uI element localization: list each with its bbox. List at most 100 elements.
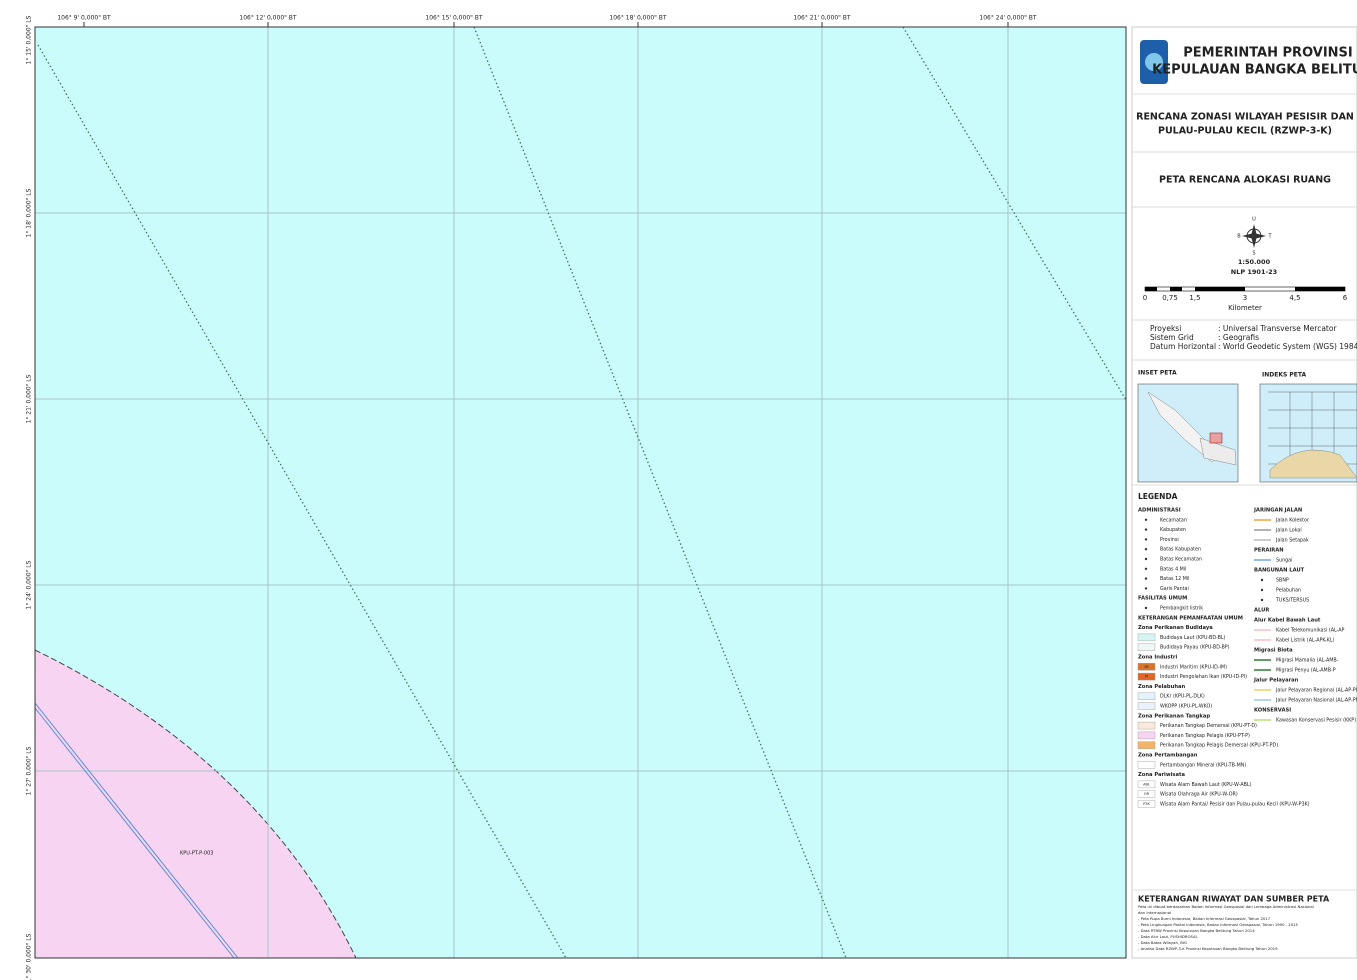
legend-item: Kabel Listrik (AL-APK-KL): [1276, 638, 1335, 644]
legend-group-title: ALUR: [1254, 608, 1269, 614]
legend-group-title: Zona Pelabuhan: [1138, 684, 1186, 690]
legend-item: Perikanan Tangkap Pelagis (KPU-PT-P): [1160, 733, 1250, 739]
legend-item: SBNP: [1276, 578, 1289, 584]
legend-item: Jalur Pelayaran Regional (AL-AP-PR): [1275, 688, 1357, 694]
legend-item: Batas 12 Mil: [1160, 576, 1190, 582]
side-panel: PEMERINTAH PROVINSI KEPULAUAN BANGKA BEL…: [1131, 26, 1357, 959]
legend-group-title: Alur Kabel Bawah Laut: [1254, 618, 1321, 624]
longitude-label: 106° 21' 0,000" BT: [793, 15, 851, 22]
legend-item: Batas 4 Mil: [1160, 566, 1186, 572]
plan-title: RENCANA ZONASI WILAYAH PESISIR DAN: [1136, 112, 1354, 123]
compass: [1242, 224, 1266, 248]
legend-title: LEGENDA: [1138, 492, 1178, 501]
legend-item: Sungai: [1276, 558, 1292, 564]
source-line: - Peta Lingkungan Pantai Indonesia, Bada…: [1138, 922, 1299, 927]
legend-item: Jalan Kolektor: [1275, 518, 1309, 524]
map-title: PETA RENCANA ALOKASI RUANG: [1159, 175, 1331, 186]
legend-group-title: KETERANGAN PEMANFAATAN UMUM: [1138, 615, 1243, 621]
longitude-label: 106° 12' 0,000" BT: [239, 15, 297, 22]
legend-swatch: [1137, 692, 1156, 700]
legend-item: Pelabuhan: [1276, 588, 1301, 594]
legend-item: Perikanan Tangkap Demersal (KPU-PT-D): [1160, 723, 1257, 729]
scale-label: 6: [1343, 294, 1348, 302]
latitude-label: 1° 21' 0,000" LS: [26, 374, 33, 423]
legend-group-title: Zona Perikanan Budidaya: [1138, 625, 1213, 631]
source-line: - Peta Rupa Bumi Indonesia, Badan Inform…: [1138, 916, 1271, 921]
legend-symbol: [1260, 588, 1264, 592]
legend-swatch: [1137, 761, 1156, 769]
compass-label: B: [1237, 234, 1241, 240]
scale-unit: Kilometer: [1228, 304, 1262, 312]
legend-item: DLKr (KPU-PL-DLK): [1160, 694, 1205, 700]
legend-item: Wisata Alam Pantai/ Pesisir dan Pulau-pu…: [1160, 802, 1310, 808]
legend-group-title: BANGUNAN LAUT: [1254, 568, 1305, 574]
legend-swatch: [1137, 663, 1156, 671]
legend-code: P3K: [1143, 802, 1150, 806]
compass-label: U: [1252, 217, 1256, 223]
legend-item: Batas Kabupaten: [1160, 547, 1201, 553]
legend-group-title: Jalur Pelayaran: [1253, 678, 1299, 684]
legend-group-title: Zona Industri: [1138, 655, 1177, 661]
legend-item: Wisata Alam Bawah Laut (KPU-W-ABL): [1160, 782, 1252, 788]
latitude-label: 1° 18' 0,000" LS: [26, 188, 33, 237]
legend-item: WKOPP (KPU-PL-WKO): [1160, 704, 1212, 710]
source-line: Peta ini dibuat berdasarkan Badan Inform…: [1138, 904, 1314, 909]
legend-symbol: [1144, 518, 1148, 521]
longitude-label: 106° 15' 0,000" BT: [425, 15, 483, 22]
boundary-lines: [37, 26, 1127, 959]
legend-item: Kawasan Konservasi Pesisir (KKP): [1276, 718, 1356, 724]
scale-label: 4,5: [1289, 294, 1300, 302]
zone-label: KPU-PT-P-003: [180, 851, 213, 857]
legend-symbol: [1260, 578, 1264, 582]
legend-item: Industri Pengolahan Ikan (KPU-ID-PI): [1160, 674, 1247, 680]
legend-swatch: [1137, 790, 1156, 798]
scale-bar: [1144, 286, 1346, 292]
legend-item: Migrasi Mamalia (AL-AMB-: [1276, 658, 1339, 664]
legend-item: Jalan Setapak: [1275, 538, 1309, 544]
legend-item: Wisata Olahraga Air (KPU-W-OR): [1160, 792, 1238, 798]
legend-group-title: PERAIRAN: [1254, 548, 1284, 554]
legend-swatch: [1137, 633, 1156, 642]
legend-swatch: [1137, 721, 1156, 730]
source-line: - Data Batas Wilayah, BIG: [1138, 940, 1187, 945]
legend-group-title: KONSERVASI: [1254, 708, 1291, 714]
legend-symbol: [1144, 567, 1148, 570]
latitude-label: 1° 30' 0,000" LS: [26, 933, 33, 980]
legend-item: TUKS/TERSUS: [1275, 598, 1309, 604]
source-line: - Analisa Data RZWP-3-K Provinsi Kepulau…: [1138, 946, 1278, 951]
longitude-label: 106° 18' 0,000" BT: [609, 15, 667, 22]
legend-item: Kabel Telekomunikasi (AL-AP: [1276, 628, 1344, 634]
legend-item: Garis Pantai: [1160, 586, 1189, 592]
scale-label: 3: [1243, 294, 1247, 302]
legend-swatch: [1137, 643, 1156, 651]
projection-key: Sistem Grid: [1150, 333, 1194, 342]
scale-label: 0: [1143, 294, 1147, 302]
source-line: - Data RTRW Provinsi Kepulauan Bangka Be…: [1138, 928, 1255, 933]
index-map: [1259, 383, 1357, 483]
sheet-number: NLP 1901-23: [1231, 268, 1277, 276]
latitude-label: 1° 24' 0,000" LS: [26, 560, 33, 609]
legend-symbol: [1144, 528, 1148, 531]
longitude-label: 106° 24' 0,000" BT: [979, 15, 1037, 22]
projection-key: Datum Horizontal: [1150, 342, 1216, 351]
legend-swatch: [1137, 672, 1156, 681]
panel-frame: [1131, 26, 1357, 959]
legend-group-title: ADMINISTRASI: [1138, 508, 1181, 514]
latitude-label: 1° 15' 0,000" LS: [26, 15, 33, 64]
legend-item: Industri Maritim (KPU-ID-IM): [1160, 664, 1227, 670]
legend-symbol: [1144, 577, 1148, 580]
legend-swatch: [1137, 741, 1156, 749]
legend-group-title: Zona Perikanan Tangkap: [1138, 713, 1210, 719]
legend-swatch: [1137, 800, 1156, 808]
projection-value: : Universal Transverse Mercator: [1218, 324, 1337, 333]
legend-symbol: [1144, 587, 1148, 590]
legend-item: Budidaya Payau (KPU-BD-BP): [1160, 645, 1230, 651]
plan-title: PULAU-PULAU KECIL (RZWP-3-K): [1158, 126, 1332, 137]
map-frame: [34, 26, 1127, 959]
scale-label: 1,5: [1189, 294, 1200, 302]
legend-swatch: [1137, 731, 1156, 740]
legend-code: OR: [1144, 792, 1150, 796]
compass-label: S: [1252, 251, 1255, 257]
index-title: INDEKS PETA: [1262, 372, 1307, 379]
